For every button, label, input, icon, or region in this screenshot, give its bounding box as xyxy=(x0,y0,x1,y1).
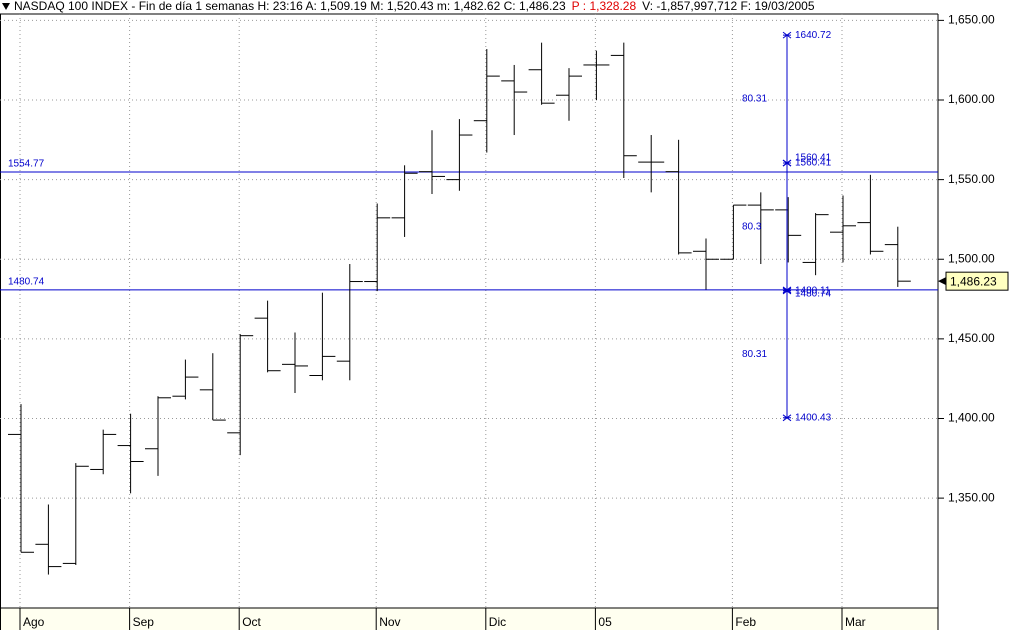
measure-difference-label: 80.31 xyxy=(742,349,767,360)
measure-marker xyxy=(782,287,792,295)
measure-level-label: 1640.72 xyxy=(795,30,832,41)
measure-level-label: 1400.43 xyxy=(795,412,832,423)
last-price-label: 1,486.23 xyxy=(950,274,997,288)
header-part: P : 1,328.28 xyxy=(572,0,637,13)
measure-level-label: 1560.41 xyxy=(795,158,832,169)
y-tick-label: 1,600.00 xyxy=(948,92,995,106)
measure-marker xyxy=(782,31,792,39)
y-tick-label: 1,350.00 xyxy=(948,490,995,504)
x-tick-label: Oct xyxy=(242,615,261,629)
x-tick-label: Feb xyxy=(735,615,756,629)
measure-marker xyxy=(782,159,792,167)
x-tick-label: Ago xyxy=(23,615,45,629)
measure-level-label: 1480.74 xyxy=(795,289,832,300)
x-tick-label: Dic xyxy=(489,615,506,629)
x-tick-label: 05 xyxy=(598,615,612,629)
measure-level-label: 1560.41 xyxy=(795,153,832,164)
x-tick-label: Mar xyxy=(845,615,866,629)
y-tick-label: 1,500.00 xyxy=(948,251,995,265)
x-tick-label: Nov xyxy=(379,615,400,629)
horizontal-line-label: 1480.74 xyxy=(8,277,45,288)
y-tick-label: 1,450.00 xyxy=(948,331,995,345)
header-arrow xyxy=(2,3,10,10)
measure-difference-label: 80.3 xyxy=(742,222,762,233)
measure-marker xyxy=(782,414,792,422)
header: NASDAQ 100 INDEX - Fin de día 1 semanas … xyxy=(14,0,815,13)
measure-difference-label: 80.31 xyxy=(742,94,767,105)
measure-marker xyxy=(782,286,792,294)
y-tick-label: 1,650.00 xyxy=(948,13,995,27)
header-part: V: -1,857,997,712 F: 19/03/2005 xyxy=(642,0,815,13)
header-part: NASDAQ 100 INDEX - Fin de día 1 semanas … xyxy=(14,0,566,13)
measure-level-label: 1480.11 xyxy=(795,286,831,297)
last-price-box xyxy=(945,271,1009,291)
y-tick-label: 1,550.00 xyxy=(948,172,995,186)
x-axis-band xyxy=(0,608,938,630)
y-tick-label: 1,400.00 xyxy=(948,411,995,425)
last-price-pointer xyxy=(938,277,946,286)
horizontal-line-label: 1554.77 xyxy=(8,159,45,170)
x-tick-label: Sep xyxy=(133,615,155,629)
